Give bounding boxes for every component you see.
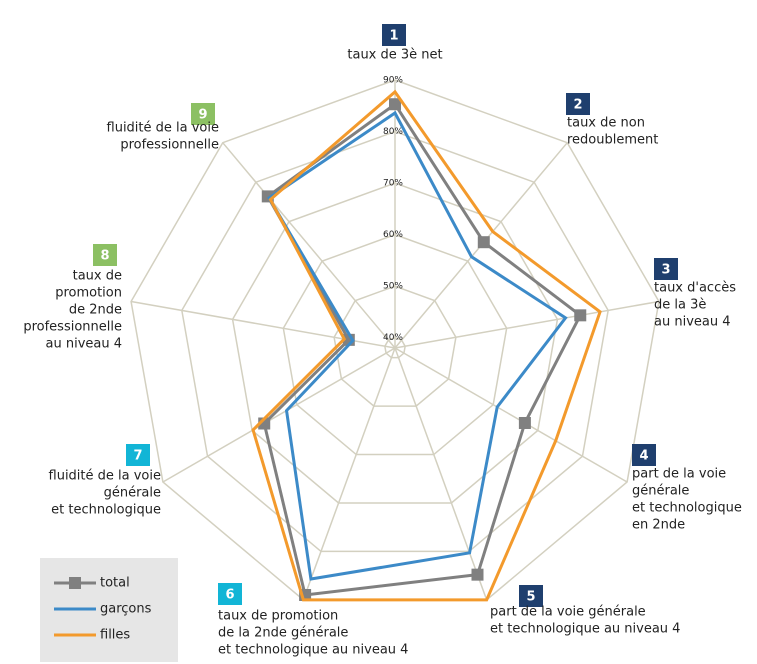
category-label: taux d'accès	[654, 281, 736, 296]
spoke	[130, 300, 396, 349]
category-number: 2	[573, 98, 582, 113]
series-line	[267, 110, 568, 581]
category-label: et technologique	[632, 501, 742, 516]
category-label: promotion	[55, 286, 122, 301]
spoke	[394, 347, 488, 601]
series-line	[251, 89, 602, 602]
grid-ring	[384, 336, 406, 359]
category-number: 9	[198, 108, 207, 123]
r-tick-label: 80%	[383, 127, 403, 137]
category-label: au niveau 4	[46, 337, 123, 352]
r-tick-label: 50%	[383, 282, 403, 292]
category-number: 8	[100, 249, 109, 264]
category-number: 1	[389, 29, 398, 44]
legend-label: total	[100, 576, 130, 591]
category-label: redoublement	[567, 133, 658, 148]
marker	[518, 416, 531, 429]
spoke	[394, 300, 660, 349]
r-tick-label: 60%	[383, 230, 403, 240]
category-number: 3	[661, 263, 670, 278]
legend-label: garçons	[100, 602, 152, 617]
marker	[389, 98, 401, 111]
category-label: générale	[104, 486, 161, 501]
category-number: 6	[225, 588, 234, 603]
category-badge	[632, 444, 656, 466]
category-label: générale	[632, 484, 689, 499]
category-number: 7	[133, 449, 142, 464]
marker	[471, 568, 484, 581]
r-tick-label: 70%	[383, 179, 403, 189]
category-label: fluidité de la voie	[49, 469, 161, 484]
legend-marker	[69, 577, 81, 589]
category-badge	[519, 585, 543, 607]
category-label: fluidité de la voie	[107, 121, 219, 136]
category-badge	[218, 583, 242, 605]
category-label: en 2nde	[632, 518, 685, 533]
category-label: taux de non	[567, 116, 645, 131]
grid-ring	[282, 233, 508, 456]
category-number: 5	[526, 590, 535, 605]
category-label: taux de 3è net	[347, 48, 442, 63]
r-tick-label: 90%	[383, 76, 403, 86]
category-label: part de la voie	[632, 467, 726, 482]
category-badge	[382, 24, 406, 46]
category-badge	[191, 103, 215, 125]
category-label: et technologique	[51, 503, 161, 518]
category-label: et technologique au niveau 4	[490, 622, 680, 637]
category-label: de 2nde	[69, 303, 122, 318]
category-badge	[93, 244, 117, 266]
grid-ring	[231, 182, 559, 504]
marker	[477, 236, 490, 249]
category-badge	[654, 258, 678, 280]
category-number: 4	[639, 449, 648, 464]
spoke	[162, 347, 396, 483]
category-label: part de la voie générale	[490, 605, 646, 620]
marker	[574, 309, 587, 322]
category-badge	[126, 444, 150, 466]
category-label: et technologique au niveau 4	[218, 643, 408, 658]
spoke	[394, 347, 628, 483]
r-tick-label: 40%	[383, 333, 403, 343]
category-label: au niveau 4	[654, 315, 731, 330]
category-label: professionnelle	[120, 138, 219, 153]
category-badge	[566, 93, 590, 115]
category-label: taux de	[73, 269, 122, 284]
category-label: taux de promotion	[218, 609, 338, 624]
spoke	[222, 142, 396, 349]
legend-label: filles	[100, 628, 130, 643]
grid-ring	[333, 285, 457, 407]
spoke	[302, 347, 396, 601]
category-label: professionnelle	[23, 320, 122, 335]
grid-ring	[181, 130, 609, 553]
series-line	[262, 102, 583, 597]
category-label: de la 3è	[654, 298, 706, 313]
category-label: de la 2nde générale	[218, 626, 348, 641]
